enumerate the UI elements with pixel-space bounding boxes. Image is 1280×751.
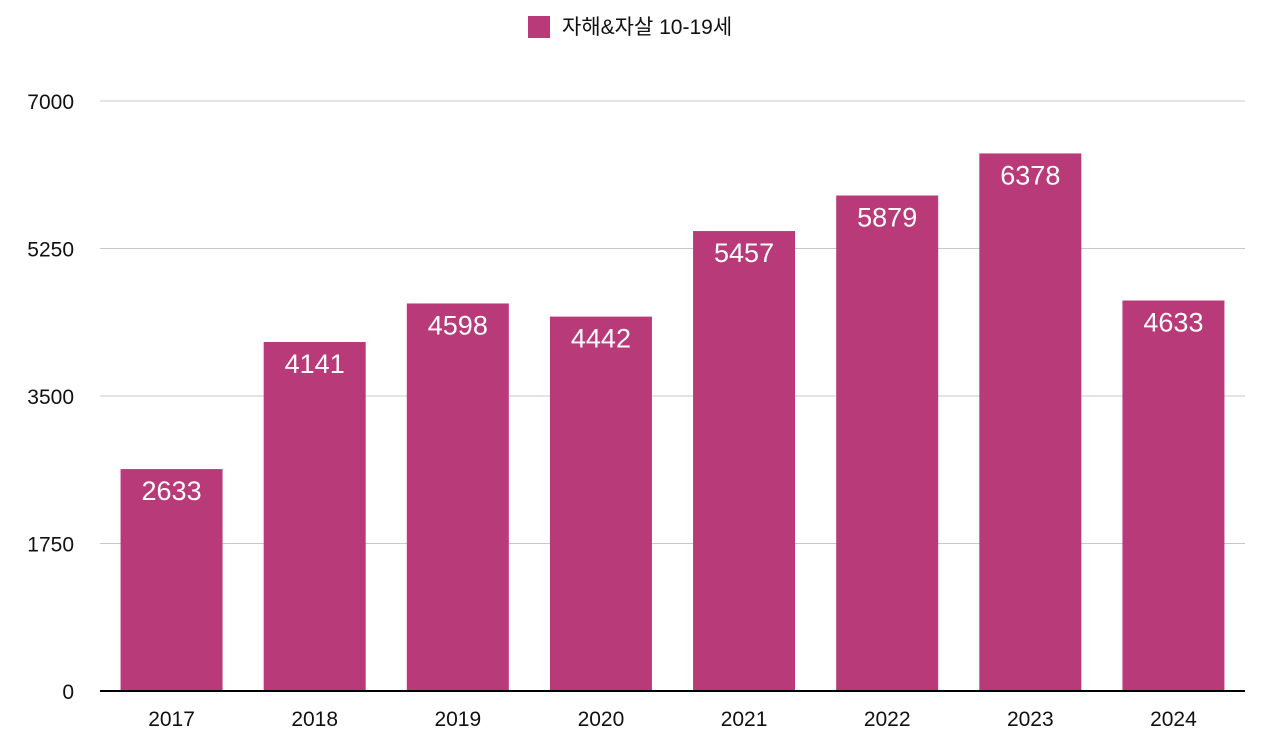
bar-value-label-2019: 4598: [428, 310, 488, 340]
legend-swatch: [528, 16, 550, 38]
x-tick-label-2019: 2019: [434, 708, 481, 731]
y-tick-label-5250: 5250: [27, 239, 74, 262]
bar-value-label-2023: 6378: [1000, 160, 1060, 190]
bar-value-label-2017: 2633: [142, 476, 202, 506]
bar-value-label-2020: 4442: [571, 324, 631, 354]
x-tick-label-2023: 2023: [1007, 708, 1054, 731]
x-tick-label-2024: 2024: [1150, 708, 1197, 731]
bar-2019: [406, 303, 509, 691]
bar-data-labels: 2633 4141 4598 4442 5457 5879 6378 4633: [142, 160, 1204, 506]
bar-2018: [263, 341, 366, 691]
y-tick-label-7000: 7000: [27, 91, 74, 114]
bar-2024: [1122, 300, 1225, 691]
bar-2021: [693, 231, 796, 691]
x-tick-label-2022: 2022: [864, 708, 911, 731]
bar-2023: [979, 153, 1082, 691]
y-axis-tick-labels: 0 1750 3500 5250 7000: [27, 91, 74, 704]
x-tick-label-2021: 2021: [721, 708, 768, 731]
x-tick-label-2018: 2018: [291, 708, 338, 731]
bar-2017: [120, 469, 223, 691]
bar-value-label-2021: 5457: [714, 238, 774, 268]
bar-value-label-2022: 5879: [857, 202, 917, 232]
x-tick-label-2017: 2017: [148, 708, 195, 731]
y-tick-label-0: 0: [62, 681, 74, 704]
bar-2020: [549, 316, 652, 691]
y-tick-label-3500: 3500: [27, 386, 74, 409]
bars: [120, 153, 1225, 691]
legend-label: 자해&자살 10-19세: [562, 16, 732, 39]
y-tick-label-1750: 1750: [27, 534, 74, 557]
legend: 자해&자살 10-19세: [528, 16, 732, 39]
bar-value-label-2024: 4633: [1143, 308, 1203, 338]
x-axis-tick-labels: 2017 2018 2019 2020 2021 2022 2023 2024: [148, 708, 1197, 731]
x-tick-label-2020: 2020: [578, 708, 625, 731]
bar-value-label-2018: 4141: [285, 349, 345, 379]
bar-2022: [836, 195, 939, 691]
